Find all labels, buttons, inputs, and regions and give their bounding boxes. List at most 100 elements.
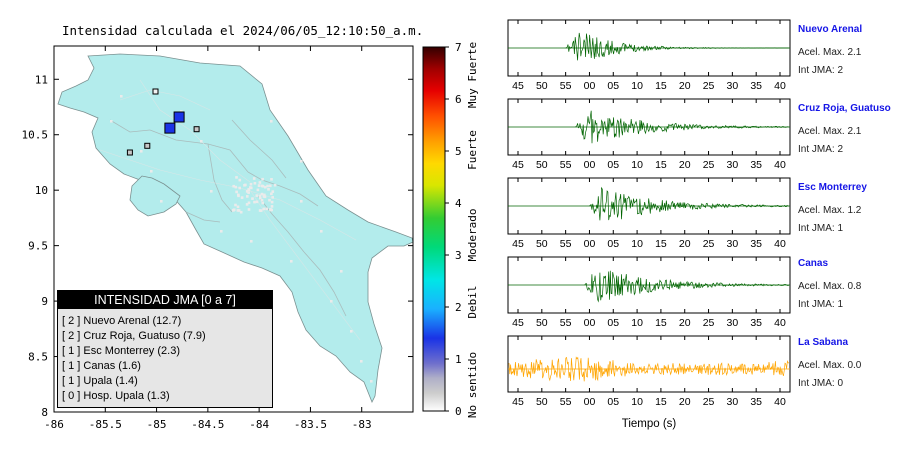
time-tick-label: 10: [631, 396, 643, 408]
town-dot: [237, 193, 240, 197]
town-dot: [258, 181, 262, 184]
time-tick-label: 25: [703, 80, 715, 92]
town-dot: [251, 197, 254, 200]
town-dot: [253, 182, 257, 185]
town-dot: [239, 210, 243, 214]
time-tick-label: 50: [536, 80, 548, 92]
town-dot: [271, 190, 275, 193]
town-dot: [150, 170, 153, 173]
time-tick-label: 25: [703, 159, 715, 171]
station-marker: [173, 111, 185, 123]
town-dot: [160, 200, 163, 203]
time-tick-label: 35: [750, 159, 762, 171]
time-tick-label: 00: [584, 317, 596, 329]
town-dot: [253, 200, 256, 204]
peninsula-shape: [129, 175, 181, 217]
town-dot: [270, 205, 274, 208]
station-name: Esc Monterrey: [798, 182, 867, 193]
station-name: La Sabana: [798, 337, 849, 348]
y-tick-label: 10: [35, 184, 48, 197]
map-axes: -86 -85.5 -85 -84.5 -84 -83.5 -83 11 10.5 10 9.5 9 8…: [22, 46, 413, 431]
time-tick-label: 40: [774, 80, 786, 92]
station-acel: Acel. Max. 0.0: [798, 360, 862, 371]
colorbar-tick-label: 1: [455, 353, 462, 366]
time-tick-label: 05: [607, 238, 619, 250]
time-tick-label: 05: [607, 396, 619, 408]
time-tick-label: 00: [584, 396, 596, 408]
time-tick-label: 15: [655, 396, 667, 408]
time-tick-label: 00: [584, 159, 596, 171]
time-tick-label: 00: [584, 238, 596, 250]
town-dot: [243, 184, 246, 187]
time-tick-label: 15: [655, 238, 667, 250]
town-dot: [232, 208, 236, 211]
station-jma: Int JMA: 1: [798, 299, 844, 310]
town-dot: [264, 185, 267, 189]
province-borders: [109, 119, 347, 317]
time-tick-label: 40: [774, 238, 786, 250]
town-dot: [255, 200, 259, 204]
time-tick-label: 10: [631, 238, 643, 250]
town-dot: [360, 360, 363, 363]
waveform-panel: 45 50 55 00 05 10 15 20 25 30 35 40: [507, 335, 791, 408]
station-acel: Acel. Max. 1.2: [798, 205, 862, 216]
time-tick-label: 55: [560, 80, 572, 92]
town-dot: [120, 95, 123, 98]
colorbar-tick-label: 7: [455, 41, 462, 54]
waveform-panel: 45 50 55 00 05 10 15 20 25 30 35 40: [507, 19, 791, 92]
station-acel: Acel. Max. 2.1: [798, 126, 862, 137]
colorbar-category-label: Moderado: [466, 209, 479, 262]
time-tick-label: 05: [607, 317, 619, 329]
waveform-panels: 45 50 55 00 05 10 15 20 25 30 35 40 45 50 55 00 05 10 15 20…: [507, 19, 791, 430]
town-dot: [270, 120, 273, 123]
time-tick-label: 30: [727, 317, 739, 329]
colorbar: 0 1 2 3 4 5 6 7 No sentido Debil Moderado Fuerte Muy…: [422, 41, 479, 418]
town-dot: [256, 188, 260, 192]
y-tick-label: 10.5: [22, 129, 49, 142]
station-jma: Int JMA: 0: [798, 378, 844, 389]
station-jma: Int JMA: 1: [798, 223, 844, 234]
town-dot: [290, 260, 293, 263]
time-tick-label: 50: [536, 159, 548, 171]
waveform-trace: [575, 110, 789, 144]
town-dot: [234, 185, 238, 189]
time-tick-label: 10: [631, 80, 643, 92]
town-dot: [258, 194, 262, 198]
town-dot: [267, 188, 270, 191]
town-dot: [234, 203, 237, 207]
colorbar-category-label: Muy Fuerte: [466, 42, 479, 108]
legend-row: [ 1 ] Canas (1.6): [62, 360, 141, 372]
town-dot: [236, 205, 240, 209]
station-marker: [126, 149, 133, 156]
town-dot: [261, 177, 264, 181]
time-tick-label: 45: [512, 396, 524, 408]
time-tick-label: 30: [727, 80, 739, 92]
x-tick-label: -85.5: [89, 418, 122, 431]
y-tick-label: 9.5: [28, 240, 48, 253]
station-markers: [126, 88, 200, 156]
town-dot: [268, 198, 271, 202]
x-tick-label: -83.5: [294, 418, 327, 431]
town-dot: [246, 195, 249, 198]
town-dot: [235, 176, 238, 179]
colorbar-tick-label: 2: [455, 301, 462, 314]
town-dot: [180, 110, 183, 113]
colorbar-tick-label: 5: [455, 145, 462, 158]
x-tick-label: -85: [147, 418, 167, 431]
time-tick-label: 25: [703, 317, 715, 329]
town-dot: [238, 186, 241, 190]
time-tick-label: 50: [536, 396, 548, 408]
town-dot: [255, 194, 259, 197]
time-tick-label: 20: [679, 238, 691, 250]
waveform-panel: 45 50 55 00 05 10 15 20 25 30 35 40: [507, 256, 791, 329]
town-dot: [245, 203, 249, 206]
waveform-trace: [508, 356, 790, 382]
station-marker: [164, 122, 176, 134]
town-dot: [247, 208, 251, 211]
time-tick-label: 45: [512, 80, 524, 92]
town-dot: [259, 196, 262, 200]
station-marker: [193, 126, 200, 133]
time-tick-label: 20: [679, 396, 691, 408]
